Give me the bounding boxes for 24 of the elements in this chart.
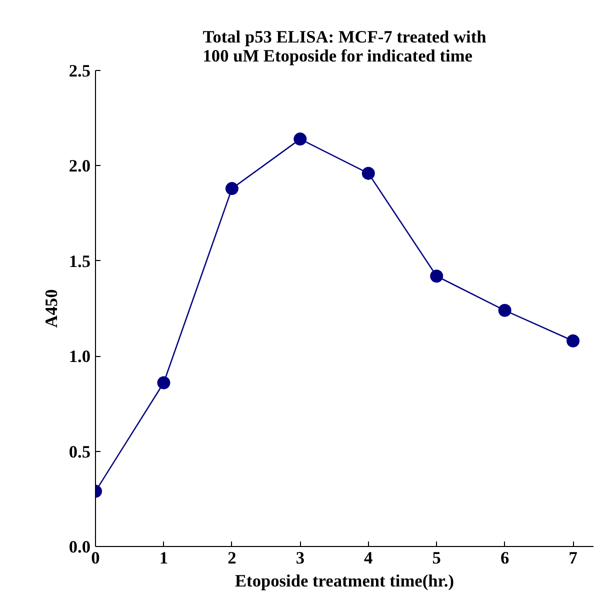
- point: [294, 132, 307, 146]
- x-tick-label: 4: [364, 548, 374, 568]
- x-tick-label: 3: [296, 548, 305, 568]
- point: [430, 270, 444, 283]
- y-tick-label: 1.0: [68, 347, 91, 366]
- point: [225, 182, 238, 196]
- chart-title: Total p53 ELISA: MCF-7 treated with 100 uM Etoposide for indicated time: [202, 28, 487, 66]
- point: [362, 166, 375, 180]
- x-tick-label: 1: [159, 548, 168, 568]
- x-tick-label: 0: [91, 548, 100, 568]
- x-tick-label: 7: [568, 548, 578, 568]
- y-tick-label: 0.5: [68, 442, 91, 462]
- point: [498, 304, 512, 317]
- y-tick-label: 0.0: [68, 538, 91, 556]
- x-tick-label: 6: [500, 548, 510, 568]
- x-tick-label: 5: [432, 548, 442, 568]
- y-tick-label: 1.5: [68, 252, 91, 271]
- x-axis-title: Etoposide treatment time(hr.): [235, 572, 454, 590]
- x-tick-label: 2: [228, 548, 236, 568]
- y-tick-label: 2.5: [68, 62, 91, 80]
- y-tick-label: 2.0: [68, 156, 91, 176]
- y-axis-title: A450: [42, 289, 61, 328]
- point: [157, 376, 170, 390]
- point: [566, 334, 580, 348]
